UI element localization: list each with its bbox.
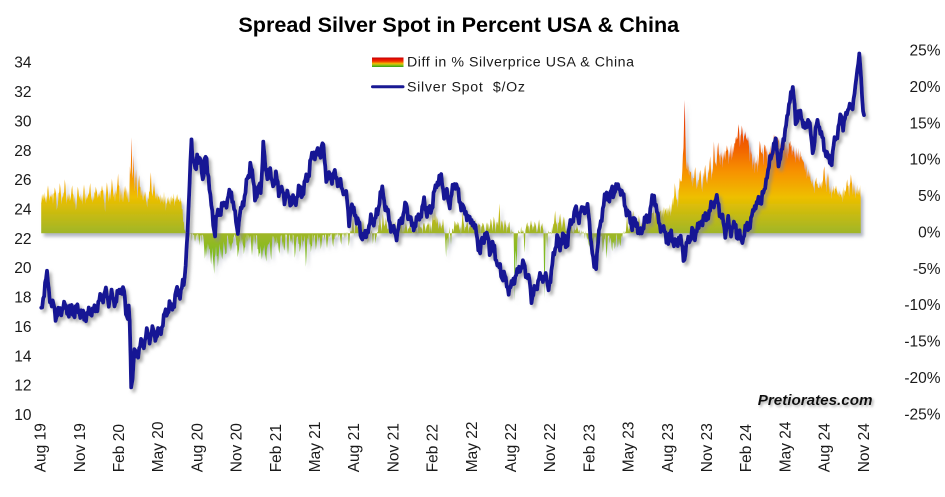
svg-text:May 23: May 23 — [621, 421, 638, 472]
svg-text:-20%: -20% — [904, 370, 940, 387]
svg-text:12: 12 — [14, 378, 31, 395]
svg-text:-15%: -15% — [904, 334, 940, 351]
svg-text:Silver Spot $/Oz: Silver Spot $/Oz — [407, 79, 525, 95]
svg-text:15%: 15% — [909, 115, 940, 132]
svg-text:Feb 24: Feb 24 — [738, 424, 755, 473]
svg-text:Aug 20: Aug 20 — [189, 423, 206, 473]
svg-text:26: 26 — [14, 172, 31, 189]
svg-text:Nov 21: Nov 21 — [385, 423, 402, 472]
svg-text:Diff in % Silverprice USA & Ch: Diff in % Silverprice USA & China — [407, 55, 634, 71]
svg-text:18: 18 — [14, 290, 31, 307]
svg-text:32: 32 — [14, 84, 31, 101]
svg-text:Nov 20: Nov 20 — [229, 423, 246, 472]
svg-text:Spread Silver Spot in Percent: Spread Silver Spot in Percent USA & Chin… — [238, 12, 680, 37]
svg-text:Pretiorates.com: Pretiorates.com — [758, 392, 873, 409]
svg-text:May 21: May 21 — [307, 421, 324, 472]
svg-text:-5%: -5% — [913, 261, 941, 278]
svg-text:Aug 22: Aug 22 — [503, 423, 520, 472]
svg-text:28: 28 — [14, 143, 31, 160]
svg-text:Aug 24: Aug 24 — [817, 423, 834, 473]
svg-text:Nov 23: Nov 23 — [699, 423, 716, 472]
svg-text:Feb 22: Feb 22 — [425, 424, 442, 472]
svg-text:Nov 24: Nov 24 — [856, 423, 873, 472]
svg-text:16: 16 — [14, 319, 31, 336]
svg-text:0%: 0% — [918, 224, 941, 241]
svg-text:25%: 25% — [909, 43, 940, 60]
svg-text:10%: 10% — [909, 152, 940, 169]
svg-text:-10%: -10% — [904, 297, 940, 314]
svg-text:34: 34 — [14, 55, 32, 72]
svg-text:14: 14 — [14, 348, 32, 365]
svg-text:22: 22 — [14, 231, 31, 248]
svg-text:Aug 19: Aug 19 — [33, 423, 50, 472]
svg-text:Feb 21: Feb 21 — [268, 424, 285, 472]
svg-text:20: 20 — [14, 260, 32, 277]
svg-text:Aug 21: Aug 21 — [346, 423, 363, 472]
svg-text:30: 30 — [14, 113, 32, 130]
svg-text:Nov 22: Nov 22 — [542, 423, 559, 472]
svg-text:-25%: -25% — [904, 406, 940, 423]
svg-text:Feb 23: Feb 23 — [581, 424, 598, 472]
svg-text:24: 24 — [14, 202, 32, 219]
svg-text:10: 10 — [14, 407, 32, 424]
svg-text:20%: 20% — [909, 79, 940, 96]
svg-text:Aug 23: Aug 23 — [660, 423, 677, 472]
svg-text:May 20: May 20 — [150, 421, 167, 472]
svg-text:Feb 20: Feb 20 — [111, 424, 128, 473]
svg-text:May 22: May 22 — [464, 421, 481, 472]
svg-text:Nov 19: Nov 19 — [72, 423, 89, 472]
svg-text:5%: 5% — [918, 188, 941, 205]
svg-text:May 24: May 24 — [777, 421, 794, 472]
